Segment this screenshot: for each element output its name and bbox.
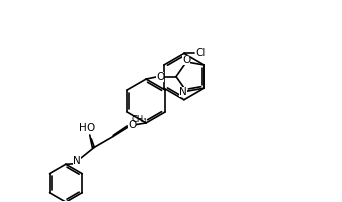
Text: H: H [79,123,87,133]
Text: CH₃: CH₃ [132,115,147,124]
Text: O: O [156,72,164,82]
Text: O: O [128,120,136,130]
Text: N: N [73,156,81,166]
Text: Cl: Cl [196,48,206,58]
Text: O: O [86,123,94,133]
Text: N: N [180,87,187,97]
Text: O: O [182,55,190,65]
